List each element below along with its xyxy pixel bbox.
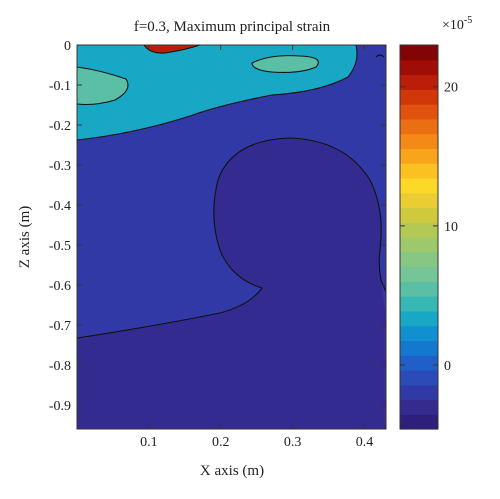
colorbar-tick-label: 10: [444, 220, 458, 235]
colorbar-swatch: [400, 340, 438, 356]
colorbar-swatch: [400, 59, 438, 76]
y-axis-label: Z axis (m): [17, 206, 33, 268]
x-axis: 0.1 0.2 0.3 0.4: [140, 45, 373, 450]
contour-plot: [77, 45, 386, 429]
colorbar-swatch: [400, 251, 438, 268]
colorbar-swatch: [400, 355, 438, 371]
colorbar-swatch: [400, 222, 438, 238]
colorbar-swatch: [400, 414, 438, 430]
x-axis-label: X axis (m): [200, 463, 264, 479]
y-tick-label: -0.2: [49, 119, 71, 134]
colorbar-tick-label: 20: [444, 81, 458, 96]
y-tick-label: -0.1: [49, 79, 71, 94]
colorbar-swatch: [400, 384, 438, 401]
y-tick-label: 0: [64, 39, 71, 54]
y-tick-label: -0.7: [49, 319, 71, 334]
colorbar-swatch: [400, 148, 438, 164]
region-peak: [144, 45, 200, 54]
x-tick-label: 0.2: [212, 435, 230, 450]
x-tick-label: 0.4: [356, 435, 374, 450]
colorbar-swatch: [400, 163, 438, 179]
chart-title: f=0.3, Maximum principal strain: [134, 19, 331, 35]
colorbar-swatch: [400, 133, 438, 149]
plot-frame: [76, 44, 387, 430]
y-tick-label: -0.9: [49, 399, 71, 414]
x-tick-label: 0.3: [284, 435, 302, 450]
colorbar-frame: [399, 44, 439, 430]
region-inner-band-right: [252, 55, 319, 73]
colorbar-swatch: [400, 45, 438, 61]
colorbar-swatch: [400, 104, 438, 120]
y-tick-label: -0.3: [49, 159, 71, 174]
colorbar-swatch: [400, 325, 438, 341]
colorbar-swatch: [400, 296, 438, 312]
colorbar-swatch: [400, 74, 438, 90]
colorbar-swatch: [400, 237, 438, 253]
colorbar-swatch: [400, 207, 438, 223]
y-tick-label: -0.6: [49, 279, 71, 294]
colorbar-exponent: ×10-5: [442, 15, 472, 33]
y-axis: 0 -0.1 -0.2 -0.3 -0.4 -0.5 -0.6 -0.7 -0.8 -0.9: [49, 39, 386, 414]
colorbar-tick-label: 0: [444, 359, 451, 374]
colorbar-swatch: [400, 266, 438, 282]
region-inner-band-left: [77, 67, 128, 105]
colorbar-swatch: [400, 369, 438, 386]
colorbar-swatch: [400, 399, 438, 415]
colorbar-swatch: [400, 89, 438, 105]
colorbar-swatch: [400, 118, 438, 135]
colorbar-swatch: [400, 192, 438, 209]
y-tick-label: -0.4: [49, 199, 71, 214]
colorbar-axis: 0 10 20: [400, 81, 458, 374]
x-tick-label: 0.1: [140, 435, 158, 450]
y-tick-label: -0.8: [49, 359, 71, 374]
colorbar: [400, 45, 438, 430]
y-tick-label: -0.5: [49, 239, 71, 254]
colorbar-swatch: [400, 281, 438, 297]
colorbar-swatch: [400, 310, 438, 327]
colorbar-swatch: [400, 177, 438, 194]
